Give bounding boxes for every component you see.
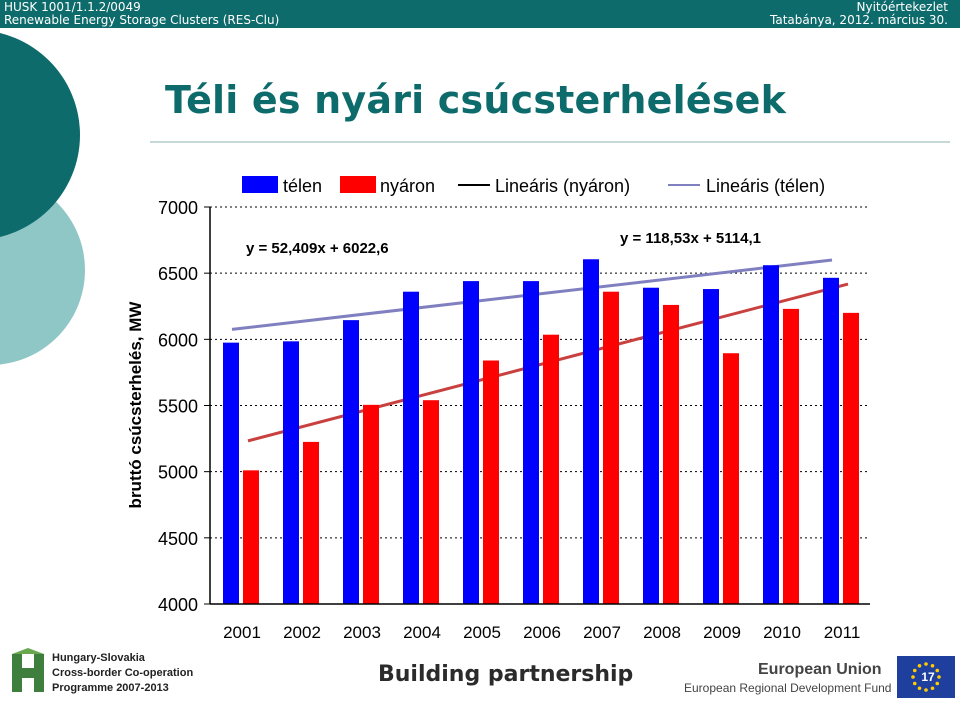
eu-star bbox=[937, 675, 941, 679]
y-tick-label: 5000 bbox=[158, 463, 198, 483]
eu-star bbox=[917, 686, 922, 691]
header-bar: HUSK 1001/1.1.2/0049 Renewable Energy St… bbox=[0, 0, 960, 28]
eu-title: European Union bbox=[758, 661, 882, 678]
legend-label: télen bbox=[283, 176, 322, 196]
bar-telen-2004 bbox=[403, 291, 419, 604]
x-tick-label: 2001 bbox=[223, 623, 261, 642]
x-tick-label: 2007 bbox=[583, 623, 621, 642]
eu-star bbox=[924, 688, 928, 692]
bar-telen-2001 bbox=[223, 342, 239, 604]
bar-nyaron-2010 bbox=[783, 308, 799, 604]
project-code: HUSK 1001/1.1.2/0049 bbox=[4, 0, 141, 14]
legend-swatch bbox=[242, 176, 278, 193]
husk-line1: Hungary-Slovakia bbox=[52, 652, 145, 664]
x-tick-label: 2003 bbox=[343, 623, 381, 642]
eu-subtitle: European Regional Development Fund bbox=[684, 681, 892, 695]
bar-nyaron-2003 bbox=[363, 404, 379, 604]
bar-telen-2006 bbox=[523, 281, 539, 604]
bar-nyaron-2002 bbox=[303, 441, 319, 604]
legend-swatch bbox=[340, 176, 376, 193]
bar-nyaron-2004 bbox=[423, 400, 439, 604]
eu-star bbox=[924, 662, 928, 666]
project-name: Renewable Energy Storage Clusters (RES-C… bbox=[4, 13, 280, 27]
eu-star bbox=[911, 675, 915, 679]
bar-telen-2007 bbox=[583, 259, 599, 604]
x-tick-label: 2005 bbox=[463, 623, 501, 642]
meeting-name: Nyitóértekezlet bbox=[856, 0, 949, 14]
bar-nyaron-2001 bbox=[243, 470, 259, 604]
bar-nyaron-2009 bbox=[723, 353, 739, 604]
eu-star bbox=[912, 668, 917, 673]
legend-label: Lineáris (nyáron) bbox=[495, 176, 630, 196]
x-tick-label: 2009 bbox=[703, 623, 741, 642]
y-tick-label: 4500 bbox=[158, 529, 198, 549]
dark-circle bbox=[0, 33, 80, 237]
axes: 4000 4500 5000 5500 6000 6500 7000 2001 2002 2003… bbox=[158, 198, 870, 642]
y-tick-label: 7000 bbox=[158, 198, 198, 218]
eu-star bbox=[930, 663, 935, 668]
bars bbox=[223, 259, 859, 604]
equation-telen: y = 52,409x + 6022,6 bbox=[246, 240, 389, 257]
bar-nyaron-2008 bbox=[663, 304, 679, 604]
x-tick-label: 2011 bbox=[824, 623, 861, 642]
bar-telen-2003 bbox=[343, 320, 359, 604]
title-underline bbox=[150, 141, 950, 143]
x-tick-label: 2004 bbox=[403, 623, 441, 642]
legend: télen nyáron Lineáris (nyáron) Lineáris (té… bbox=[242, 176, 825, 196]
legend-label: Lineáris (télen) bbox=[706, 176, 825, 196]
bar-nyaron-2011 bbox=[843, 312, 859, 604]
bar-telen-2008 bbox=[643, 287, 659, 604]
husk-line3: Programme 2007-2013 bbox=[52, 682, 169, 694]
bar-telen-2010 bbox=[763, 265, 779, 604]
trend-equations: y = 118,53x + 5114,1 y = 52,409x + 6022,6 bbox=[246, 230, 761, 257]
eu-flag-icon bbox=[897, 656, 955, 698]
gridlines bbox=[210, 206, 870, 539]
eu-star bbox=[930, 686, 935, 691]
bar-nyaron-2006 bbox=[543, 334, 559, 604]
bar-nyaron-2005 bbox=[483, 360, 499, 604]
y-tick-label: 5500 bbox=[158, 397, 198, 417]
husk-logo-icon bbox=[8, 646, 48, 698]
bar-telen-2002 bbox=[283, 341, 299, 604]
legend-label: nyáron bbox=[380, 176, 435, 196]
decorative-circles bbox=[0, 33, 85, 365]
bar-telen-2011 bbox=[823, 277, 839, 604]
building-partnership: Building partnership bbox=[378, 662, 634, 687]
eu-star bbox=[935, 681, 940, 686]
eu-star bbox=[917, 663, 922, 668]
equation-nyaron: y = 118,53x + 5114,1 bbox=[620, 230, 761, 247]
bar-telen-2009 bbox=[703, 289, 719, 604]
y-axis-label: bruttó csúcsterhelés, MW bbox=[126, 301, 145, 509]
x-tick-label: 2010 bbox=[763, 623, 801, 642]
y-tick-label: 4000 bbox=[158, 595, 198, 615]
trendlines bbox=[231, 258, 849, 443]
x-tick-label: 2006 bbox=[523, 623, 561, 642]
x-tick-label: 2002 bbox=[283, 623, 321, 642]
bar-nyaron-2007 bbox=[603, 291, 619, 604]
bar-telen-2005 bbox=[463, 281, 479, 604]
meeting-place-date: Tatabánya, 2012. március 30. bbox=[770, 13, 948, 27]
eu-star bbox=[912, 681, 917, 686]
slide-title: Téli és nyári csúcsterhelések bbox=[165, 78, 787, 122]
y-tick-label: 6500 bbox=[158, 264, 198, 284]
husk-line2: Cross-border Co-operation bbox=[52, 667, 194, 679]
x-tick-label: 2008 bbox=[643, 623, 681, 642]
page-number: 17 bbox=[921, 670, 935, 684]
y-tick-label: 6000 bbox=[158, 330, 198, 350]
eu-star bbox=[935, 668, 940, 673]
